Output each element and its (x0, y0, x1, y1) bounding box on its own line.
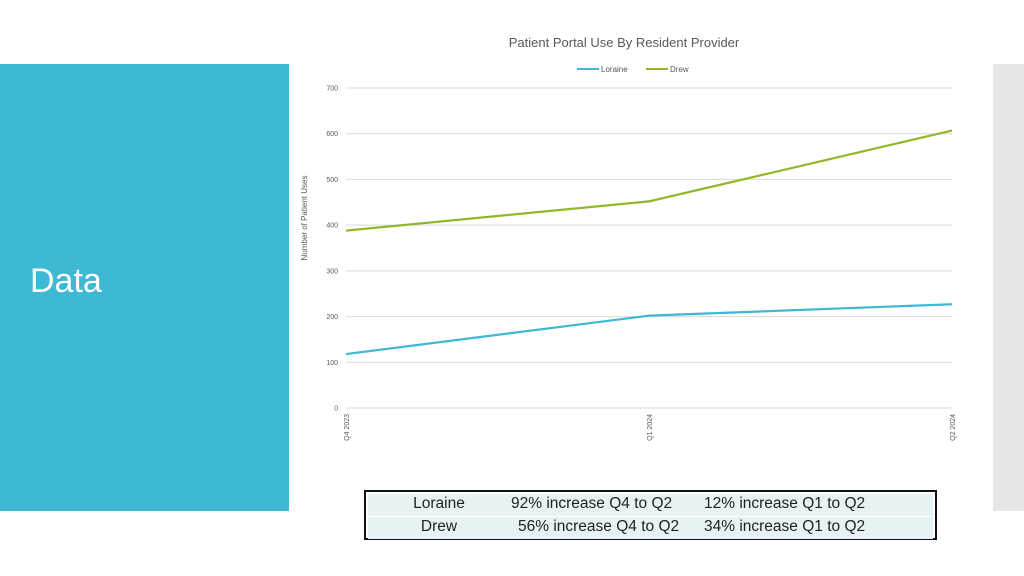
summary-name: Drew (420, 518, 458, 535)
summary-name: Loraine (413, 495, 465, 512)
y-axis-ticks: 0 100 200 300 400 500 600 700 (326, 86, 338, 413)
summary-q4-to-q2: 56% increase Q4 to Q2 (518, 518, 680, 535)
y-tick-label: 600 (326, 131, 338, 138)
x-tick-label: Q1 2024 (647, 414, 654, 441)
x-tick-label: Q2 2024 (950, 414, 957, 441)
y-tick-label: 700 (326, 86, 338, 93)
y-tick-label: 500 (326, 177, 338, 184)
chart-legend: Loraine Drew (577, 65, 689, 74)
summary-q1-to-q2: 34% increase Q1 to Q2 (704, 518, 866, 535)
chart-area: Patient Portal Use By Resident Provider … (290, 25, 990, 465)
y-tick-label: 300 (326, 268, 338, 275)
chart-series (345, 129, 953, 356)
legend-label-loraine: Loraine (601, 65, 628, 74)
left-accent-panel (0, 64, 289, 511)
chart-gridlines (346, 87, 952, 409)
line-chart: Patient Portal Use By Resident Provider … (300, 35, 957, 441)
summary-table: Loraine 92% increase Q4 to Q2 12% increa… (364, 490, 937, 540)
series-line-loraine (345, 303, 953, 356)
summary-q1-to-q2: 12% increase Q1 to Q2 (704, 495, 866, 512)
legend-label-drew: Drew (670, 65, 689, 74)
y-tick-label: 400 (326, 223, 338, 230)
slide-title: Data (30, 262, 102, 300)
summary-row-loraine: Loraine 92% increase Q4 to Q2 12% increa… (368, 494, 933, 516)
x-axis-ticks: Q4 2023 Q1 2024 Q2 2024 (344, 414, 957, 441)
series-line-drew (345, 129, 953, 232)
y-tick-label: 200 (326, 314, 338, 321)
y-axis-label: Number of Patient Uses (300, 176, 309, 261)
summary-row-drew: Drew 56% increase Q4 to Q2 34% increase … (368, 517, 933, 539)
right-accent-panel (993, 64, 1024, 511)
summary-q4-to-q2: 92% increase Q4 to Q2 (511, 495, 673, 512)
x-tick-label: Q4 2023 (344, 414, 351, 441)
y-tick-label: 0 (334, 406, 338, 413)
y-tick-label: 100 (326, 360, 338, 367)
chart-title: Patient Portal Use By Resident Provider (509, 35, 740, 50)
